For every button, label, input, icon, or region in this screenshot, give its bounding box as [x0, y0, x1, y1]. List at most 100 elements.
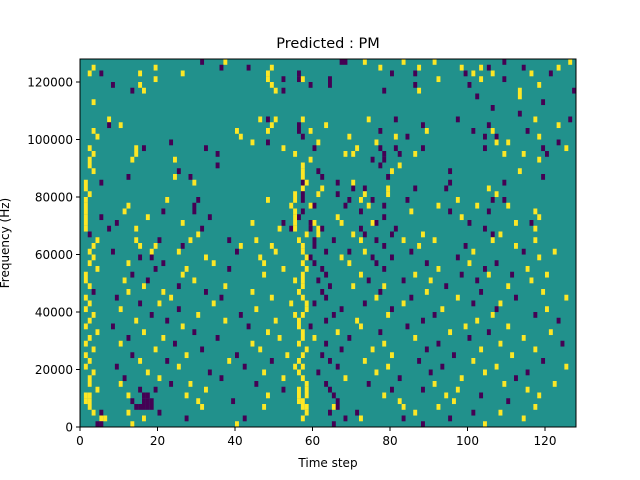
heatmap-cell	[227, 237, 232, 244]
heatmap-cell	[180, 243, 185, 249]
heatmap-cell	[87, 317, 92, 324]
heatmap-cell	[142, 392, 146, 399]
heatmap-cell	[401, 415, 406, 422]
heatmap-cell	[103, 415, 108, 422]
heatmap-cell	[293, 197, 298, 203]
heatmap-cell	[153, 386, 158, 393]
heatmap-cell	[459, 214, 464, 221]
heatmap-cell	[401, 404, 406, 410]
heatmap-cell	[87, 162, 92, 169]
heatmap-cell	[479, 76, 484, 83]
heatmap-cell	[250, 220, 255, 226]
heatmap-cell	[300, 329, 305, 336]
heatmap-cell	[448, 168, 453, 175]
heatmap-cell	[324, 340, 329, 347]
heatmap-cell	[362, 185, 367, 192]
heatmap-cell	[130, 398, 135, 405]
heatmap-cell	[440, 306, 445, 313]
heatmap-cell	[300, 76, 305, 83]
heatmap-cell	[250, 289, 255, 295]
heatmap-cell	[300, 260, 305, 267]
heatmap-cell	[184, 266, 189, 272]
heatmap-cell	[459, 271, 464, 278]
heatmap-cell	[328, 409, 332, 416]
heatmap-cell	[300, 404, 305, 410]
heatmap-cell	[235, 248, 239, 255]
heatmap-cell	[87, 145, 92, 152]
heatmap-cell	[204, 145, 208, 152]
heatmap-cell	[510, 352, 515, 359]
heatmap-cell	[297, 340, 301, 347]
heatmap-cell	[568, 59, 573, 65]
heatmap-cell	[250, 340, 255, 347]
heatmap-cell	[339, 346, 344, 353]
heatmap-cell	[266, 139, 270, 146]
heatmap-cell	[281, 386, 286, 393]
heatmap-cell	[374, 369, 379, 376]
heatmap-cell	[331, 404, 336, 410]
heatmap-cell	[138, 70, 143, 77]
heatmap-cell	[91, 168, 96, 175]
heatmap-cell	[223, 283, 228, 290]
heatmap-cell	[541, 289, 546, 295]
heatmap-cell	[235, 352, 239, 359]
heatmap-cell	[227, 266, 232, 272]
heatmap-cell	[134, 317, 139, 324]
heatmap-cell	[471, 358, 476, 364]
heatmap-cell	[308, 128, 313, 134]
heatmap-cell	[262, 271, 267, 278]
heatmap-cell	[568, 116, 573, 123]
heatmap-cell	[169, 294, 174, 301]
heatmap-cell	[176, 248, 181, 255]
heatmap-cell	[273, 87, 278, 94]
heatmap-cell	[138, 404, 143, 410]
heatmap-cell	[393, 145, 398, 152]
heatmap-cell	[273, 317, 278, 324]
heatmap-cell	[390, 352, 394, 359]
y-tick-label: 120000	[27, 76, 73, 90]
heatmap-cell	[83, 398, 88, 405]
heatmap-cell	[521, 335, 526, 341]
heatmap-cell	[142, 329, 146, 336]
heatmap-cell	[149, 404, 154, 410]
heatmap-cell	[180, 220, 185, 226]
heatmap-cell	[452, 352, 456, 359]
heatmap-cell	[238, 243, 243, 249]
heatmap-cell	[386, 191, 391, 198]
heatmap-cell	[486, 208, 491, 215]
heatmap-cell	[173, 174, 177, 180]
heatmap-cell	[498, 409, 503, 416]
heatmap-cell	[289, 225, 294, 232]
heatmap-cell	[506, 139, 511, 146]
heatmap-cell	[331, 237, 336, 244]
heatmap-cell	[300, 197, 305, 203]
heatmap-cell	[300, 363, 305, 370]
heatmap-cell	[91, 151, 96, 157]
heatmap-cell	[235, 128, 239, 134]
heatmap-cell	[316, 139, 321, 146]
heatmap-cell	[300, 271, 305, 278]
heatmap-cell	[548, 329, 553, 336]
heatmap-cell	[308, 254, 313, 261]
heatmap-cell	[421, 421, 425, 428]
heatmap-cell	[153, 266, 158, 272]
x-tick-label: 80	[382, 434, 397, 448]
heatmap-cell	[448, 208, 453, 215]
heatmap-cell	[320, 174, 325, 180]
heatmap-cell	[91, 254, 96, 261]
heatmap-cell	[362, 248, 367, 255]
y-tick-label: 40000	[35, 306, 73, 320]
heatmap-cell	[471, 409, 476, 416]
heatmap-cell	[397, 398, 402, 405]
x-tick-label: 20	[150, 434, 165, 448]
heatmap-cell	[390, 254, 394, 261]
heatmap-cell	[91, 243, 96, 249]
heatmap-cell	[548, 70, 553, 77]
heatmap-cell	[304, 386, 309, 393]
heatmap-cell	[188, 381, 193, 387]
heatmap-cell	[300, 375, 305, 382]
heatmap-cell	[335, 179, 340, 186]
heatmap-cell	[316, 191, 321, 198]
heatmap-cell	[142, 404, 146, 410]
heatmap-cell	[269, 64, 274, 71]
